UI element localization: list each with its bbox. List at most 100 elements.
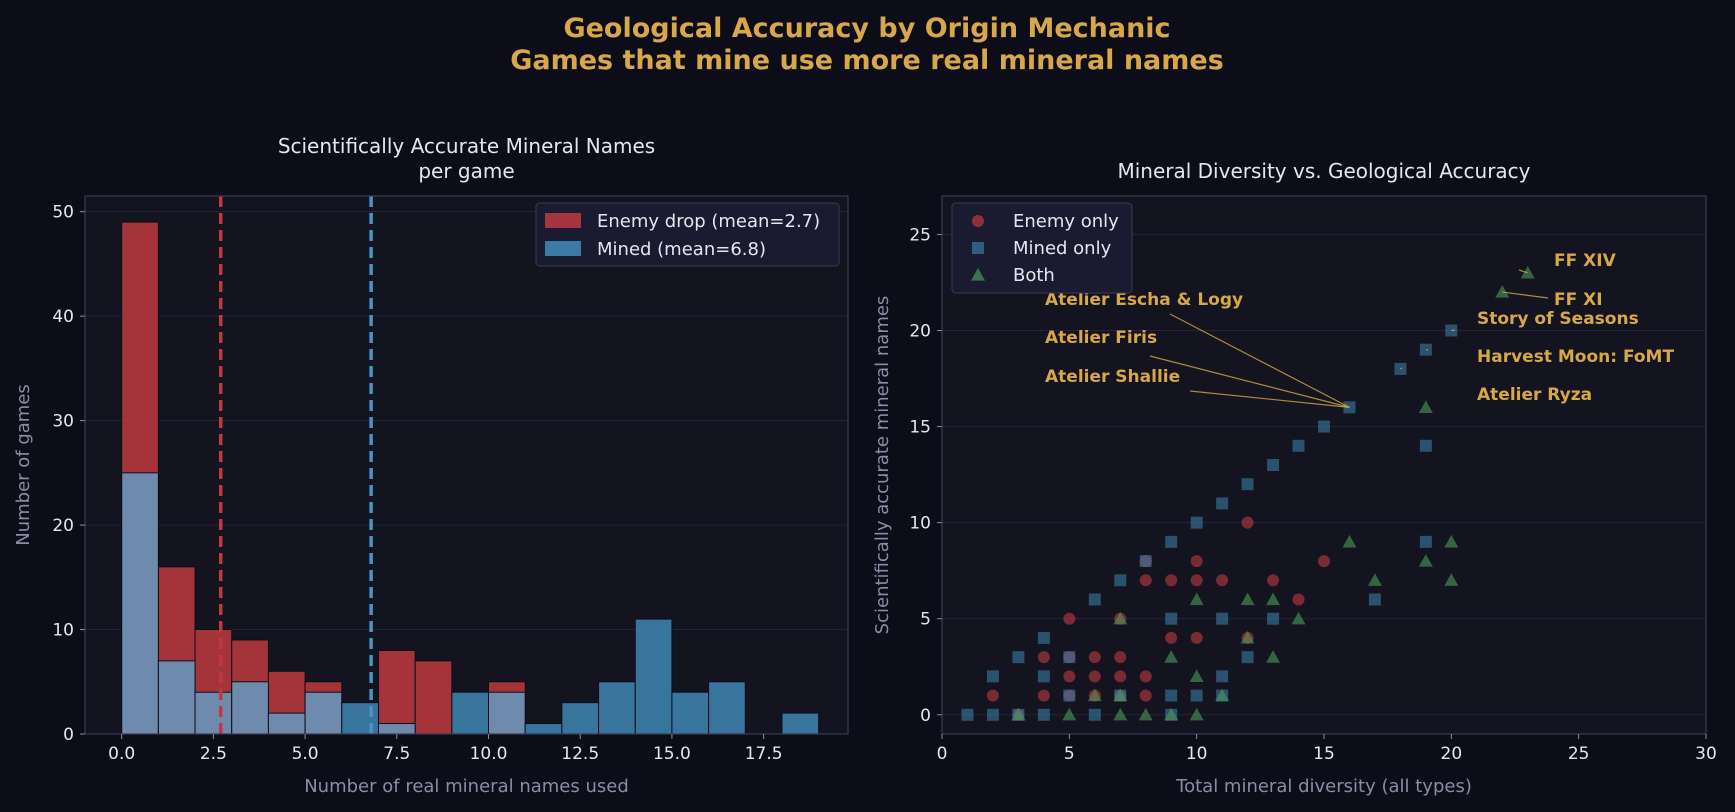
enemy-point xyxy=(1216,574,1229,587)
mined-point xyxy=(1190,689,1203,702)
mined-point xyxy=(1037,670,1050,683)
both-point xyxy=(1164,707,1179,721)
annotation-arrow xyxy=(1169,313,1350,408)
y-tick-label: 15 xyxy=(909,418,931,438)
legend xyxy=(951,202,1133,294)
x-tick-label: 20 xyxy=(1441,744,1463,764)
x-tick-label: 12.5 xyxy=(561,744,599,764)
mined-point xyxy=(1088,593,1101,606)
mined-point xyxy=(1419,439,1432,452)
mined-bar xyxy=(157,660,196,735)
both-point xyxy=(1520,265,1535,279)
enemy-point xyxy=(1318,555,1330,568)
both-point xyxy=(1240,630,1255,644)
mined-point xyxy=(1037,708,1050,721)
both-point xyxy=(1266,650,1281,663)
mined-point xyxy=(1267,612,1280,625)
annotation-arrow xyxy=(1189,390,1350,408)
enemy-point xyxy=(1063,670,1076,683)
x-tick-label: 15.0 xyxy=(653,744,691,764)
y-tick-label: 20 xyxy=(909,322,931,342)
annotation-label: Atelier Escha & Logy xyxy=(1045,290,1243,310)
mined-point xyxy=(1241,651,1254,664)
mined-point xyxy=(1419,535,1432,548)
both-point xyxy=(1266,592,1281,606)
mined-point xyxy=(1267,459,1280,471)
mined-point xyxy=(1165,689,1178,702)
enemy-point xyxy=(1190,574,1203,587)
y-tick-label: 5 xyxy=(920,610,931,630)
both-point xyxy=(1444,534,1459,548)
enemy-point xyxy=(986,689,999,702)
x-tick-label: 5 xyxy=(1064,744,1075,764)
annotation-label: Harvest Moon: FoMT xyxy=(1477,347,1674,367)
both-point xyxy=(1062,707,1077,721)
mined-bar xyxy=(598,681,636,735)
enemy-point xyxy=(1088,670,1101,683)
mined-bar xyxy=(634,618,673,735)
both-point xyxy=(1444,573,1459,586)
both-point xyxy=(1164,650,1179,663)
mined-bar xyxy=(488,691,526,735)
enemy-point xyxy=(1139,574,1152,587)
annotation-label: Story of Seasons xyxy=(1477,309,1639,329)
mined-bar xyxy=(304,691,343,735)
legend-label: Both xyxy=(1013,265,1055,286)
x-tick-label: 7.5 xyxy=(383,744,410,764)
mined-bar xyxy=(341,702,379,735)
y-tick-label: 20 xyxy=(52,516,74,536)
legend-marker xyxy=(972,215,984,227)
mined-point xyxy=(1216,612,1229,625)
mined-point xyxy=(1114,574,1127,587)
enemy-point xyxy=(1139,670,1152,683)
annotation-arrow xyxy=(1502,291,1549,299)
x-axis-label: Number of real mineral names used xyxy=(304,776,629,797)
mined-point xyxy=(1216,497,1229,510)
x-tick-label: 5.0 xyxy=(292,744,319,764)
enemy-point xyxy=(1088,651,1101,664)
legend xyxy=(535,202,840,267)
mined-point xyxy=(1012,651,1025,664)
y-tick-label: 10 xyxy=(52,621,74,641)
annotation-label: FF XI xyxy=(1554,290,1603,310)
both-point xyxy=(1495,285,1510,298)
mined-bar xyxy=(377,723,416,735)
mined-bar xyxy=(451,691,490,735)
both-point xyxy=(1342,534,1357,548)
both-point xyxy=(1215,688,1230,702)
both-point xyxy=(1113,611,1128,625)
x-tick-label: 15 xyxy=(1313,744,1335,764)
x-tick-label: 0 xyxy=(937,744,948,764)
mined-bar xyxy=(121,472,159,735)
mined-point xyxy=(1292,439,1305,452)
enemy-point xyxy=(1114,670,1127,683)
mined-point xyxy=(1165,612,1178,625)
histogram-chart: 0.0 2.5 5.0 7.5 10.0 12.5 15.0 17.5 0 10 20 30 40 50 S… xyxy=(13,134,849,797)
mined-bar xyxy=(524,723,563,735)
y-tick-label: 50 xyxy=(52,203,74,223)
enemy-point xyxy=(1114,651,1127,664)
x-axis-label: Total mineral diversity (all types) xyxy=(1175,776,1472,797)
legend-label: Enemy drop (mean=2.7) xyxy=(597,211,820,232)
mined-point xyxy=(1318,420,1330,433)
x-tick-label: 10.0 xyxy=(470,744,508,764)
y-tick-label: 0 xyxy=(63,725,74,745)
x-tick-label: 10 xyxy=(1186,744,1208,764)
y-tick-label: 25 xyxy=(909,225,931,245)
both-point xyxy=(1189,707,1204,721)
mined-point xyxy=(1241,478,1254,491)
both-point xyxy=(1367,573,1382,586)
mined-bar xyxy=(231,681,269,735)
both-point xyxy=(1240,592,1255,606)
x-tick-label: 30 xyxy=(1695,744,1717,764)
enemy-point xyxy=(1165,574,1178,587)
mined-point xyxy=(1190,516,1203,529)
mined-point xyxy=(1368,593,1381,606)
mined-point xyxy=(986,708,999,721)
both-point xyxy=(1113,707,1128,721)
legend-label: Enemy only xyxy=(1013,211,1119,232)
legend-label: Mined only xyxy=(1013,238,1112,259)
legend-marker xyxy=(971,268,985,281)
annotation-arrow xyxy=(1518,269,1528,274)
